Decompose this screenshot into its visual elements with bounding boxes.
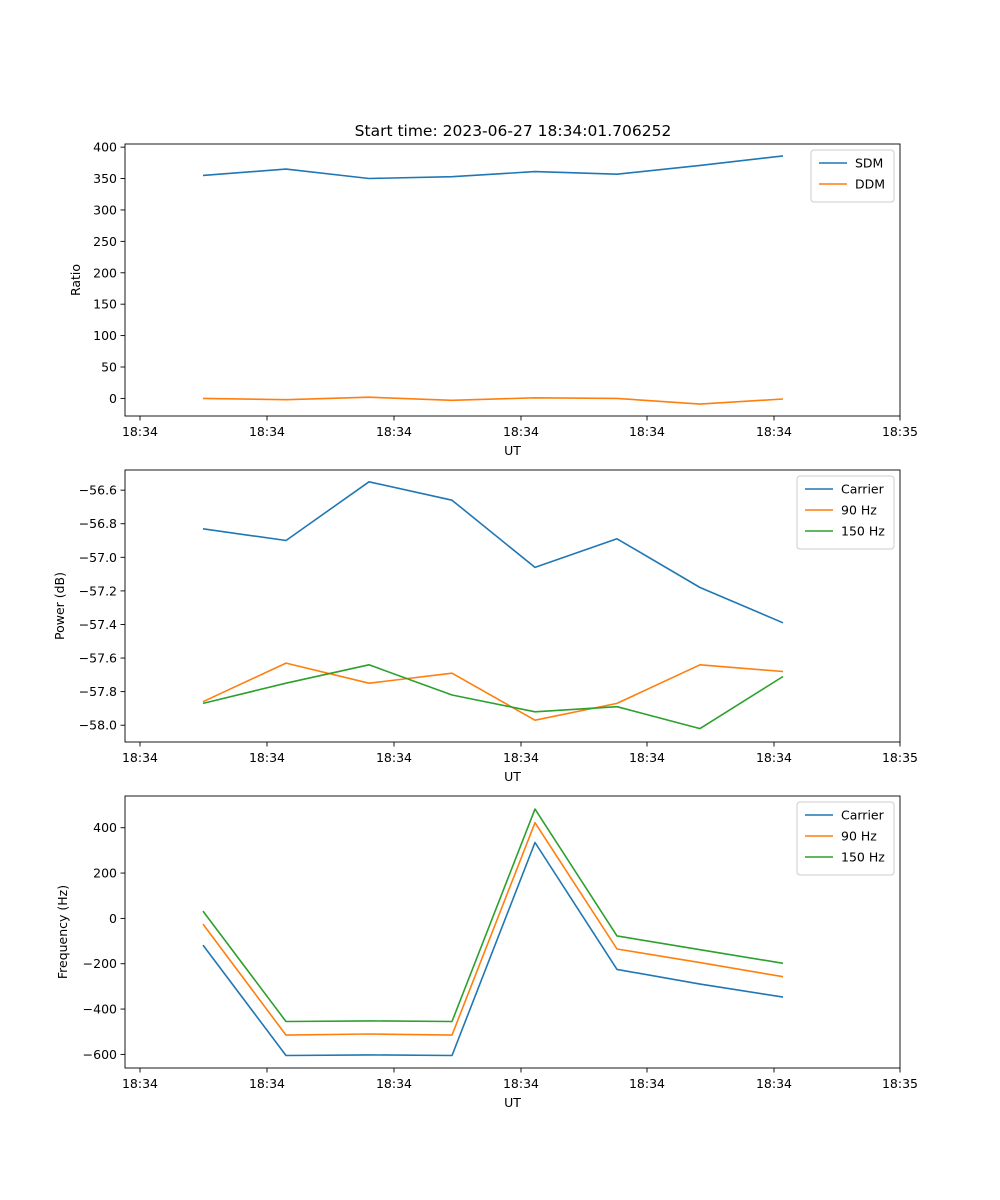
legend: Carrier 90 Hz 150 Hz <box>796 801 895 876</box>
x-tick-label: 18:34 <box>376 1076 412 1091</box>
legend-label: 150 Hz <box>841 850 885 865</box>
series-line-90-hz <box>202 821 784 1036</box>
x-tick-label: 18:34 <box>503 424 539 439</box>
x-tick-label: 18:34 <box>629 750 665 765</box>
plot-frame <box>124 795 901 1069</box>
legend-label: SDM <box>855 156 883 171</box>
y-tick-label: 0 <box>109 911 117 926</box>
y-axis-label: Power (dB) <box>52 572 67 640</box>
series-line-carrier <box>202 841 784 1057</box>
chart-panel-3: 18:34 18:34 18:34 18:34 18:34 18:34 18:35 −600 −… <box>55 795 918 1110</box>
x-axis-label: UT <box>504 1095 521 1110</box>
x-tick-label: 18:35 <box>882 750 918 765</box>
plot-frame <box>124 469 901 743</box>
legend-label: 90 Hz <box>841 829 877 844</box>
x-tick-label: 18:34 <box>249 1076 285 1091</box>
x-tick-label: 18:34 <box>503 750 539 765</box>
y-tick-label: −57.0 <box>79 550 117 565</box>
legend-label: Carrier <box>841 482 885 497</box>
legend-label: Carrier <box>841 808 885 823</box>
legend-label: DDM <box>855 177 885 192</box>
y-tick-label: 350 <box>93 171 117 186</box>
x-tick-label: 18:35 <box>882 1076 918 1091</box>
y-tick-label: −57.6 <box>79 651 117 666</box>
x-axis-label: UT <box>504 769 521 784</box>
y-tick-label: 400 <box>93 820 117 835</box>
series-line-carrier <box>202 480 784 624</box>
series-line-150-hz <box>202 808 784 1023</box>
y-tick-label: 150 <box>93 297 117 312</box>
y-tick-label: −57.8 <box>79 684 117 699</box>
legend: Carrier 90 Hz 150 Hz <box>796 475 895 550</box>
y-tick-label: 100 <box>93 328 117 343</box>
y-tick-label: 200 <box>93 265 117 280</box>
x-axis-label: UT <box>504 443 521 458</box>
x-tick-label: 18:34 <box>629 424 665 439</box>
y-tick-label: −58.0 <box>79 718 117 733</box>
y-tick-label: 300 <box>93 202 117 217</box>
y-axis-label: Ratio <box>68 264 83 296</box>
series-line-sdm <box>202 155 784 180</box>
y-tick-label: −57.2 <box>79 583 117 598</box>
y-tick-label: −56.6 <box>79 483 117 498</box>
y-tick-label: −600 <box>83 1047 117 1062</box>
x-tick-label: 18:34 <box>756 750 792 765</box>
y-tick-label: −400 <box>83 1002 117 1017</box>
legend: SDM DDM <box>810 149 895 203</box>
y-tick-label: 50 <box>101 360 117 375</box>
plot-frame <box>124 143 901 417</box>
figure-title: Start time: 2023-06-27 18:34:01.706252 <box>355 122 672 140</box>
y-tick-label: −56.8 <box>79 516 117 531</box>
y-tick-label: 0 <box>109 391 117 406</box>
x-tick-label: 18:34 <box>122 1076 158 1091</box>
legend-label: 90 Hz <box>841 503 877 518</box>
series-line-150-hz <box>202 663 784 730</box>
y-tick-label: −200 <box>83 956 117 971</box>
x-tick-label: 18:34 <box>376 750 412 765</box>
y-tick-label: 400 <box>93 140 117 155</box>
x-tick-label: 18:34 <box>503 1076 539 1091</box>
x-tick-label: 18:34 <box>376 424 412 439</box>
chart-panel-2: 18:34 18:34 18:34 18:34 18:34 18:34 18:35 −58.0… <box>52 469 918 784</box>
x-tick-label: 18:34 <box>249 424 285 439</box>
y-tick-label: 200 <box>93 866 117 881</box>
x-tick-label: 18:34 <box>122 424 158 439</box>
series-line-ddm <box>202 396 784 405</box>
y-axis-label: Frequency (Hz) <box>55 885 70 979</box>
legend-label: 150 Hz <box>841 524 885 539</box>
x-tick-label: 18:34 <box>629 1076 665 1091</box>
x-tick-label: 18:35 <box>882 424 918 439</box>
series-line-90-hz <box>202 662 784 722</box>
chart-panel-1: 18:34 18:34 18:34 18:34 18:34 18:34 18:35 0 50 10… <box>68 140 918 458</box>
x-tick-label: 18:34 <box>756 424 792 439</box>
x-tick-label: 18:34 <box>122 750 158 765</box>
x-tick-label: 18:34 <box>756 1076 792 1091</box>
y-tick-label: −57.4 <box>79 617 117 632</box>
y-tick-label: 250 <box>93 234 117 249</box>
x-tick-label: 18:34 <box>249 750 285 765</box>
